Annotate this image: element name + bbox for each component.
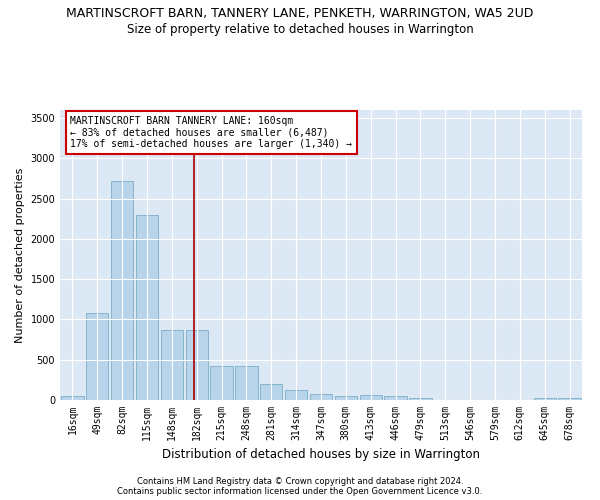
Bar: [111, 181, 133, 400]
Bar: [335, 396, 357, 400]
Text: MARTINSCROFT BARN TANNERY LANE: 160sqm
← 83% of detached houses are smaller (6,4: MARTINSCROFT BARN TANNERY LANE: 160sqm ←…: [70, 116, 352, 149]
Bar: [136, 214, 158, 400]
Bar: [285, 390, 307, 400]
Bar: [61, 396, 83, 400]
Bar: [260, 384, 283, 400]
Bar: [310, 394, 332, 400]
Bar: [533, 398, 556, 400]
Bar: [211, 366, 233, 400]
Bar: [409, 398, 431, 400]
Text: MARTINSCROFT BARN, TANNERY LANE, PENKETH, WARRINGTON, WA5 2UD: MARTINSCROFT BARN, TANNERY LANE, PENKETH…: [67, 8, 533, 20]
Text: Contains HM Land Registry data © Crown copyright and database right 2024.: Contains HM Land Registry data © Crown c…: [137, 478, 463, 486]
Y-axis label: Number of detached properties: Number of detached properties: [15, 168, 25, 342]
Bar: [559, 398, 581, 400]
X-axis label: Distribution of detached houses by size in Warrington: Distribution of detached houses by size …: [162, 448, 480, 462]
Bar: [359, 395, 382, 400]
Text: Size of property relative to detached houses in Warrington: Size of property relative to detached ho…: [127, 22, 473, 36]
Bar: [86, 313, 109, 400]
Bar: [235, 366, 257, 400]
Bar: [385, 396, 407, 400]
Bar: [185, 330, 208, 400]
Text: Contains public sector information licensed under the Open Government Licence v3: Contains public sector information licen…: [118, 488, 482, 496]
Bar: [161, 330, 183, 400]
